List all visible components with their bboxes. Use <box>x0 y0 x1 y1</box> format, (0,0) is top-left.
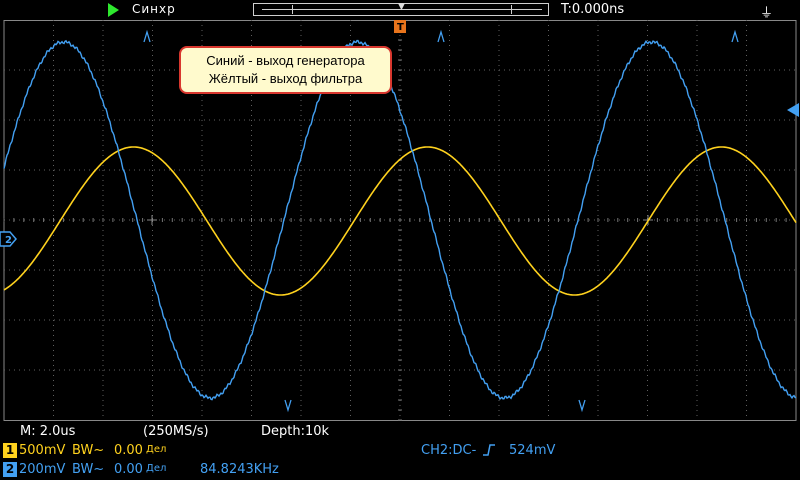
trigger-position-marker-icon: ▼ <box>398 2 405 12</box>
ch1-offset-unit: Дел <box>146 444 167 455</box>
rising-edge-icon <box>482 443 496 461</box>
ch1-offset: 0.00 <box>114 443 143 458</box>
trigger-level-arrow-icon[interactable] <box>786 102 800 118</box>
ch2-reference-label: 2 <box>5 235 12 246</box>
usb-icon: ⏚ <box>760 6 774 21</box>
blue-trace-spike <box>578 399 586 413</box>
yellow-trace-filter-output <box>3 146 797 296</box>
trigger-t-marker-icon[interactable]: T <box>393 20 407 34</box>
memory-position-bar <box>253 3 549 16</box>
trigger-source-coupling: CH2:DC- <box>421 443 477 458</box>
blue-trace-spike <box>731 29 739 43</box>
ch2-status-bar[interactable]: 2 200mV BW~ 0.00 Дел 84.8243KHz <box>0 460 800 480</box>
annotation-note: Синий - выход генератора Жёлтый - выход … <box>179 46 392 94</box>
trigger-time-readout: T:0.000ns <box>561 2 625 17</box>
memory-position-line <box>262 9 542 10</box>
ch1-number-badge[interactable]: 1 <box>3 443 17 458</box>
ch1-scale: 500mV <box>19 443 66 458</box>
trigger-t-label: T <box>397 22 404 33</box>
trigger-level: 524mV <box>509 443 556 458</box>
ch2-scale: 200mV <box>19 462 66 477</box>
sample-rate-readout: (250MS/s) <box>143 424 209 439</box>
acquisition-info-bar: M: 2.0us (250MS/s) Depth:10k <box>0 422 800 440</box>
ch2-number-badge[interactable]: 2 <box>3 462 17 477</box>
ch1-bandwidth: BW~ <box>72 443 105 458</box>
ch2-bandwidth: BW~ <box>72 462 105 477</box>
trigger-state-label: Синхр <box>132 2 176 16</box>
ch2-frequency: 84.8243KHz <box>200 462 279 477</box>
memory-depth-readout: Depth:10k <box>261 424 330 439</box>
annotation-line-yellow: Жёлтый - выход фильтра <box>208 71 363 86</box>
ch2-reference-marker[interactable]: 2 <box>0 231 19 247</box>
waveform-display: Синий - выход генератора Жёлтый - выход … <box>0 20 800 422</box>
memory-view-window <box>292 5 512 14</box>
blue-trace-generator-output <box>3 39 797 401</box>
ch1-status-bar[interactable]: 1 500mV BW~ 0.00 Дел CH2:DC- 524mV <box>0 441 800 461</box>
blue-trace-spike <box>437 29 445 43</box>
ch2-offset: 0.00 <box>114 462 143 477</box>
blue-trace-spike <box>284 399 292 413</box>
waveform-grid <box>3 20 797 421</box>
blue-trace-spike <box>143 29 151 43</box>
timebase-readout[interactable]: M: 2.0us <box>20 424 76 439</box>
top-status-bar: Синхр ▼ T:0.000ns ⏚ <box>0 0 800 21</box>
play-icon[interactable] <box>108 3 119 17</box>
annotation-line-blue: Синий - выход генератора <box>206 53 365 68</box>
ch2-offset-unit: Дел <box>146 463 167 474</box>
